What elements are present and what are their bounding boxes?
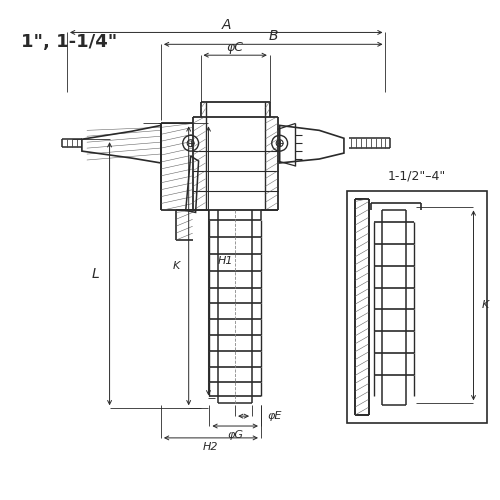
- Text: K: K: [172, 261, 180, 271]
- Text: 1-1/2"–4": 1-1/2"–4": [388, 170, 446, 182]
- Text: φE: φE: [268, 411, 282, 421]
- Text: H1: H1: [218, 256, 233, 266]
- Bar: [347, 190, 488, 423]
- Text: φC: φC: [226, 41, 244, 54]
- Text: A: A: [222, 18, 231, 32]
- Text: φG: φG: [227, 430, 243, 440]
- Text: L: L: [92, 266, 100, 280]
- Text: B: B: [268, 30, 278, 44]
- Text: K: K: [482, 300, 488, 310]
- Text: 1", 1-1/4": 1", 1-1/4": [20, 34, 117, 52]
- Text: H2: H2: [203, 442, 218, 452]
